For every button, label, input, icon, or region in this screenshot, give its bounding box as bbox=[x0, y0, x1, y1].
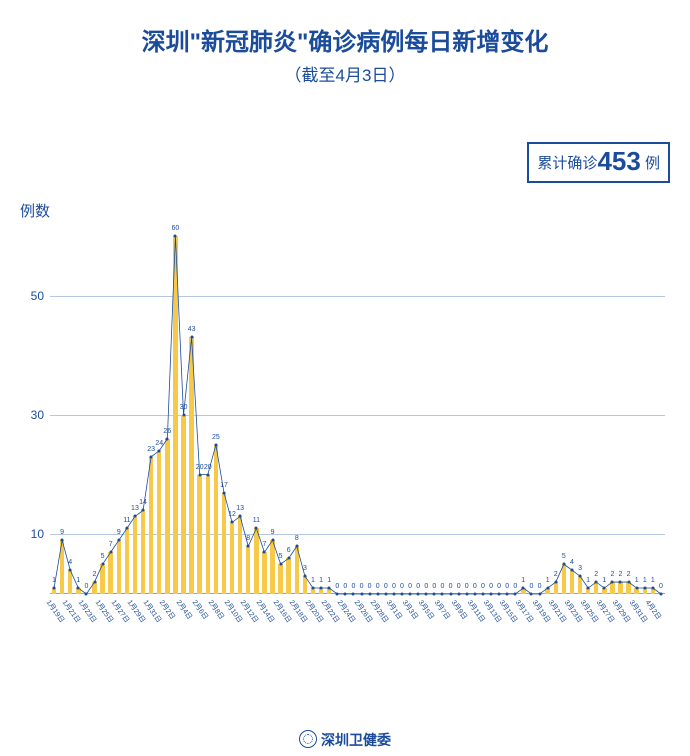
y-tick-label: 10 bbox=[20, 527, 44, 541]
y-tick-label: 50 bbox=[20, 289, 44, 303]
y-tick-label: 30 bbox=[20, 408, 44, 422]
source-footer: 深圳卫健委 bbox=[0, 730, 690, 750]
chart-title: 深圳"新冠肺炎"确诊病例每日新增变化 bbox=[0, 22, 690, 57]
y-axis-label: 例数 bbox=[20, 200, 50, 221]
total-prefix: 累计确诊 bbox=[537, 155, 597, 172]
source-name: 深圳卫健委 bbox=[321, 732, 391, 748]
total-number: 453 bbox=[597, 146, 640, 176]
trend-line bbox=[50, 224, 665, 594]
total-confirmed-box: 累计确诊453 例 bbox=[527, 142, 670, 183]
source-logo-icon bbox=[299, 730, 317, 748]
chart-subtitle: （截至4月3日） bbox=[0, 61, 690, 86]
daily-cases-chart: 103050 194102579111314232426603043202025… bbox=[20, 222, 670, 652]
total-suffix: 例 bbox=[641, 155, 660, 172]
